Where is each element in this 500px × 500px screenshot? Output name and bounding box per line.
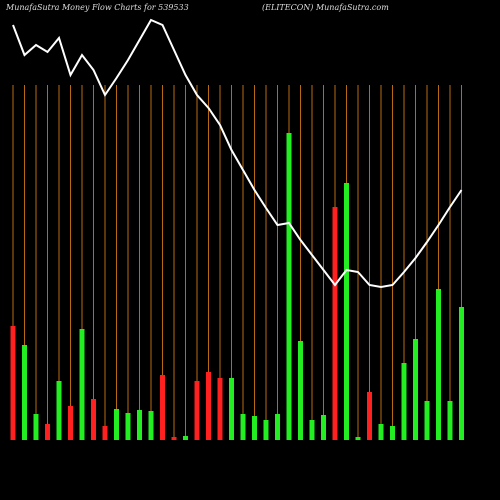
- bar: [33, 414, 39, 440]
- bar: [56, 381, 62, 440]
- bar: [298, 341, 303, 440]
- bar: [413, 339, 418, 440]
- bar: [91, 399, 96, 440]
- bar: [252, 416, 257, 440]
- bar: [332, 207, 338, 440]
- bar: [263, 420, 269, 440]
- bar: [286, 133, 292, 440]
- bar: [137, 410, 142, 440]
- chart-title: MunafaSutra Money Flow Charts for 539533: [5, 3, 189, 12]
- bar: [102, 426, 108, 440]
- bar: [275, 414, 280, 440]
- bar: [309, 420, 315, 440]
- bar: [206, 372, 211, 440]
- bar: [125, 413, 131, 440]
- bar: [160, 375, 165, 440]
- bar: [148, 411, 154, 440]
- bar: [355, 437, 361, 440]
- bar: [367, 392, 372, 440]
- bar: [194, 381, 200, 440]
- bar: [68, 406, 73, 440]
- chart-subtitle: (ELITECON) MunafaSutra.com: [262, 3, 389, 12]
- bar: [378, 424, 384, 440]
- bar: [459, 307, 464, 440]
- bar: [22, 345, 27, 440]
- bar: [344, 183, 349, 440]
- bar: [447, 401, 453, 440]
- bar: [321, 415, 326, 440]
- bar: [390, 426, 395, 440]
- bar: [171, 437, 177, 440]
- bar: [217, 378, 223, 440]
- bar: [240, 414, 246, 440]
- bar: [10, 326, 16, 440]
- money-flow-line: [12, 18, 463, 289]
- bar: [183, 436, 188, 440]
- bar: [79, 329, 85, 440]
- bar: [436, 289, 441, 440]
- bar: [424, 401, 430, 440]
- bar: [114, 409, 119, 440]
- bar: [401, 363, 407, 440]
- bar: [229, 378, 234, 440]
- bar: [45, 424, 50, 440]
